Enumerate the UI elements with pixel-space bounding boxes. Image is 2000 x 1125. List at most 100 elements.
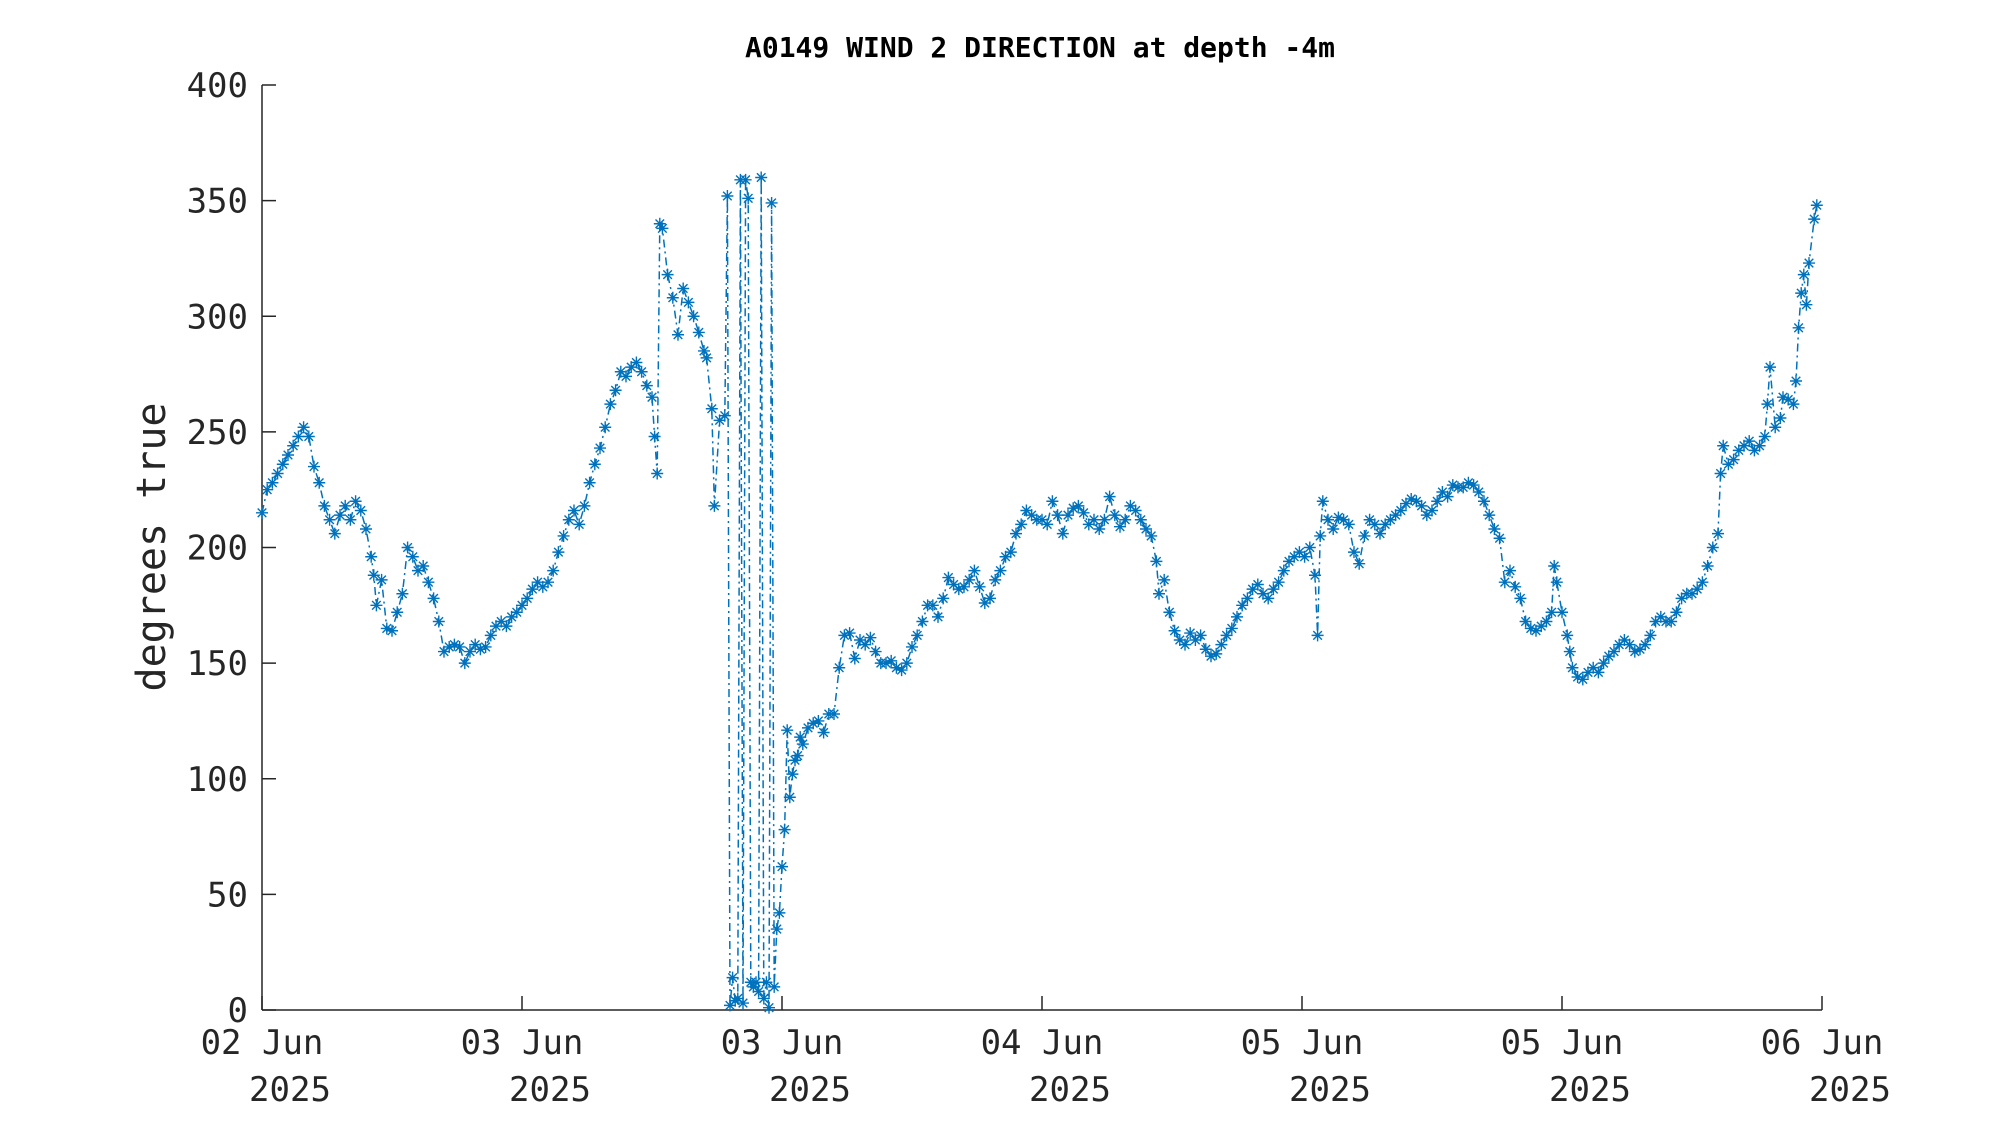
data-point-marker — [770, 923, 783, 936]
data-point-marker — [1158, 573, 1171, 586]
data-point-marker — [1062, 509, 1074, 522]
data-point-marker — [666, 291, 679, 304]
data-point-marker — [474, 643, 487, 656]
data-point-marker — [1168, 624, 1181, 637]
data-point-marker — [747, 980, 760, 993]
y-tick-label: 250 — [187, 413, 248, 453]
data-point-marker — [1163, 606, 1176, 619]
data-point-marker — [276, 458, 289, 471]
data-point-marker — [302, 430, 315, 443]
data-point-marker — [1426, 504, 1438, 517]
data-point-marker — [1613, 638, 1626, 651]
data-point-marker — [737, 997, 749, 1010]
data-point-marker — [1145, 529, 1158, 542]
chart-title: A0149 WIND 2 DIRECTION at depth -4m — [745, 31, 1335, 64]
data-point-marker — [1020, 504, 1033, 517]
data-point-marker — [1124, 499, 1137, 512]
data-point-marker — [609, 384, 622, 397]
data-point-marker — [1800, 298, 1813, 311]
data-point-marker — [1389, 509, 1402, 522]
data-point-marker — [1368, 518, 1381, 531]
data-point-marker — [705, 402, 718, 415]
data-point-marker — [375, 573, 388, 586]
y-tick-label: 350 — [187, 182, 248, 222]
data-point-marker — [869, 645, 882, 658]
data-point-marker — [370, 599, 383, 612]
data-point-marker — [448, 638, 461, 651]
y-tick-label: 50 — [207, 875, 248, 915]
data-point-marker — [885, 654, 898, 667]
data-point-marker — [677, 282, 690, 295]
data-point-marker — [438, 645, 450, 658]
data-point-marker — [1051, 509, 1064, 522]
data-point-marker — [1488, 523, 1501, 535]
data-point-marker — [916, 615, 929, 628]
data-point-marker — [1337, 513, 1350, 526]
data-point-marker — [484, 629, 497, 642]
data-point-marker — [1457, 481, 1470, 494]
data-point-marker — [1576, 673, 1589, 686]
x-tick-label-date: 03 Jun — [721, 1023, 844, 1063]
data-point-marker — [271, 467, 284, 480]
data-point-marker — [1761, 398, 1774, 411]
data-point-marker — [1025, 509, 1038, 522]
y-tick-label: 150 — [187, 644, 248, 684]
data-point-marker — [651, 467, 664, 480]
data-point-marker — [1004, 546, 1017, 559]
data-point-marker — [1405, 492, 1418, 505]
data-point-marker — [854, 634, 866, 646]
data-point-marker — [1732, 444, 1745, 457]
data-point-marker — [989, 573, 1002, 586]
data-point-marker — [765, 196, 778, 209]
data-point-marker — [742, 192, 755, 205]
data-point-marker — [443, 640, 456, 653]
data-point-marker — [464, 645, 476, 658]
data-point-marker — [557, 529, 570, 542]
data-point-marker — [1472, 486, 1485, 498]
data-point-marker — [635, 365, 648, 378]
data-point-marker — [646, 391, 658, 404]
data-point-marker — [726, 971, 739, 984]
data-point-marker — [1462, 476, 1475, 489]
data-point-marker — [687, 310, 700, 323]
data-point-marker — [1571, 671, 1584, 683]
data-point-marker — [1311, 629, 1324, 642]
data-point-marker — [1298, 550, 1311, 563]
x-ticks: 02 Jun 2025 03 Jun 2025 03 Jun 2025 04 Jun 2025… — [201, 996, 1891, 1110]
data-point-marker — [1314, 529, 1327, 542]
data-point-marker — [958, 580, 970, 593]
data-point-marker — [1420, 509, 1433, 522]
data-point-marker — [1764, 361, 1776, 374]
data-point-marker — [1374, 527, 1386, 540]
data-point-marker — [1189, 634, 1202, 646]
data-point-marker — [721, 190, 734, 202]
data-point-marker — [1241, 592, 1254, 605]
data-point-marker — [1561, 629, 1574, 642]
data-point-marker — [1670, 606, 1683, 619]
data-point-marker — [781, 724, 794, 737]
data-point-marker — [1322, 513, 1334, 526]
data-point-marker — [344, 513, 357, 526]
y-tick-label: 400 — [187, 66, 248, 106]
data-point-marker — [1504, 564, 1516, 577]
y-tick-label: 100 — [187, 760, 248, 800]
data-point-marker — [1082, 518, 1095, 531]
data-point-marker — [1602, 650, 1615, 663]
data-point-marker — [952, 583, 965, 596]
data-point-marker — [1179, 638, 1191, 651]
data-point-marker — [334, 509, 346, 522]
data-point-marker — [752, 985, 765, 998]
data-point-marker — [552, 546, 565, 559]
data-point-marker — [1769, 421, 1782, 434]
data-point-marker — [1093, 523, 1106, 535]
data-point-marker — [1753, 439, 1766, 452]
data-point-marker — [718, 409, 731, 422]
data-point-marker — [692, 326, 705, 339]
data-point-marker — [1535, 620, 1548, 633]
data-point-marker — [1782, 393, 1795, 406]
data-point-marker — [490, 620, 502, 633]
data-series — [256, 171, 1823, 1014]
data-point-marker — [1548, 560, 1561, 572]
data-point-marker — [1774, 412, 1787, 424]
data-point-marker — [287, 439, 300, 452]
